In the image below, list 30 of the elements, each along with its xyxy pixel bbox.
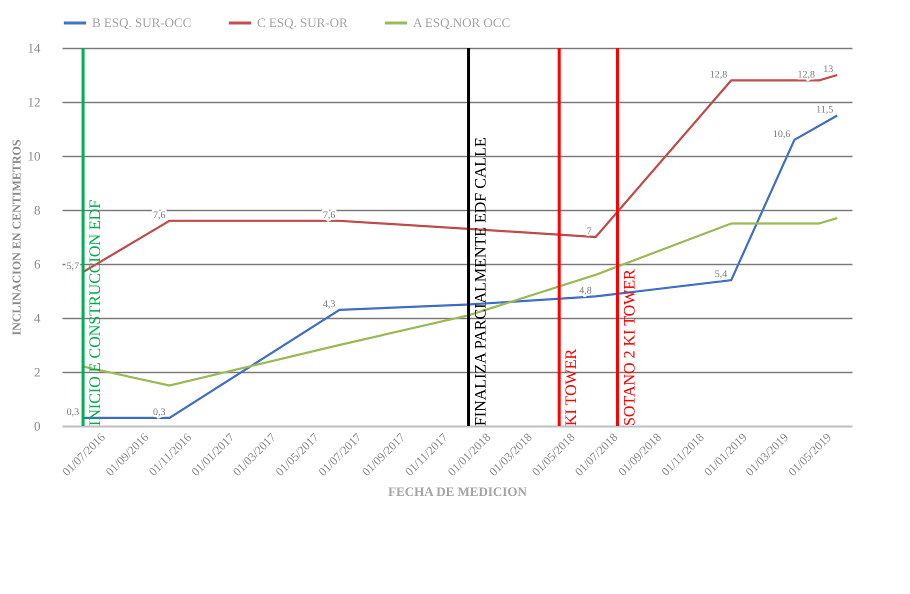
ref-line-label: SOTANO 2 KI TOWER (621, 268, 638, 426)
data-label: 0,3 (66, 406, 80, 418)
data-label: 0,3 (152, 406, 166, 418)
data-label: 5,4 (714, 269, 728, 280)
legend-label: C ESQ. SUR-OR (257, 15, 348, 30)
x-axis-title: FECHA DE MEDICION (388, 484, 528, 500)
legend-label: A ESQ.NOR OCC (413, 15, 510, 30)
ref-line-label: KI TOWER (563, 348, 580, 426)
y-tick-label: 6 (34, 256, 41, 272)
y-tick-label: 10 (28, 148, 40, 164)
y-tick-label: 14 (28, 40, 41, 56)
data-label: 11,5 (816, 104, 834, 116)
y-axis-title: INCLINACION EN CENTIMETROS (10, 139, 24, 336)
y-tick-label: 8 (34, 202, 40, 218)
data-label: 4,8 (579, 285, 592, 296)
y-tick-label: 12 (28, 94, 40, 110)
ref-line-label: INICIO E CONSTRUCCION EDF (87, 200, 104, 426)
y-tick-label: 2 (34, 364, 40, 380)
data-label: 7,6 (152, 210, 166, 221)
y-tick-label: 0 (34, 418, 40, 434)
data-label: 7 (586, 226, 592, 237)
data-label: 4,3 (322, 298, 336, 310)
data-label: 13 (823, 64, 834, 75)
ref-line-label: FINALIZA PARCIALMENTE EDF CALLE (472, 137, 490, 426)
data-label: 12,8 (710, 69, 728, 80)
data-label: 12,8 (797, 69, 815, 80)
y-tick-label: 4 (34, 310, 41, 326)
data-label: 7,6 (322, 210, 336, 221)
data-label: 10,6 (772, 128, 790, 140)
legend-label: B ESQ. SUR-OCC (92, 15, 192, 30)
